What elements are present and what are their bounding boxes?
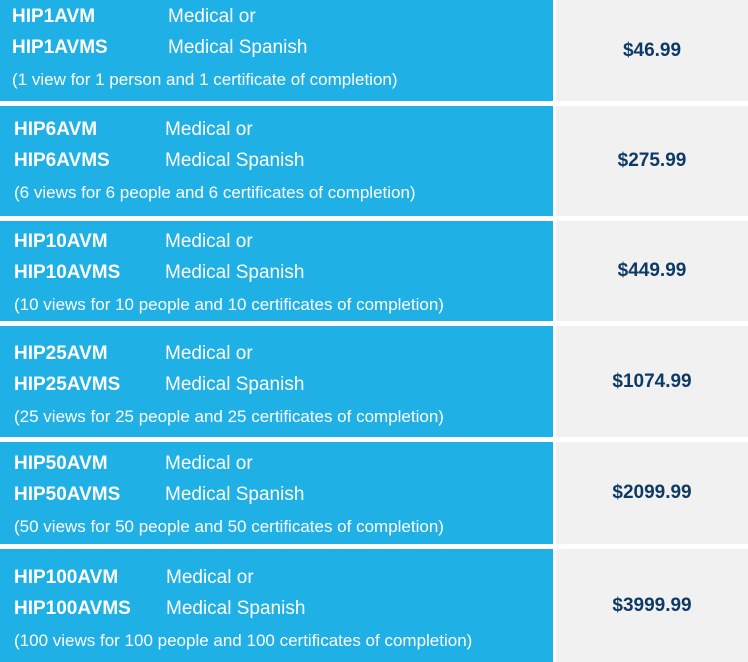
product-code: HIP100AVMS bbox=[14, 598, 131, 619]
product-desc: Medical or bbox=[165, 231, 253, 252]
product-desc: Medical Spanish bbox=[168, 37, 308, 58]
product-line-2: HIP6AVMS bbox=[14, 150, 110, 172]
product-code: HIP50AVMS bbox=[14, 484, 121, 505]
product-note: (1 view for 1 person and 1 certificate o… bbox=[12, 70, 398, 89]
product-code: HIP1AVMS bbox=[12, 37, 108, 58]
product-note: (6 views for 6 people and 6 certificates… bbox=[14, 183, 416, 202]
product-desc: Medical Spanish bbox=[165, 484, 305, 505]
product-line-2: HIP50AVMS bbox=[14, 484, 120, 506]
product-desc: Medical Spanish bbox=[165, 262, 305, 283]
price: $449.99 bbox=[617, 260, 687, 281]
product-code: HIP10AVM bbox=[14, 231, 108, 252]
product-code: HIP6AVMS bbox=[14, 150, 110, 171]
product-line-1: HIP1AVM bbox=[12, 6, 95, 28]
product-code: HIP25AVM bbox=[14, 343, 108, 364]
price: $2099.99 bbox=[612, 482, 692, 503]
product-line-1: HIP10AVM bbox=[14, 231, 108, 253]
product-line-2: HIP100AVMS bbox=[14, 598, 131, 620]
price-cell: $449.99 bbox=[556, 221, 748, 321]
product-desc: Medical or bbox=[165, 453, 253, 474]
pricing-row: HIP1AVM Medical or HIP1AVMS Medical Span… bbox=[0, 0, 748, 101]
product-cell: HIP10AVM Medical or HIP10AVMS Medical Sp… bbox=[0, 221, 553, 321]
product-desc: Medical or bbox=[165, 343, 253, 364]
product-line-2: HIP1AVMS bbox=[12, 37, 108, 59]
pricing-row: HIP25AVM Medical or HIP25AVMS Medical Sp… bbox=[0, 326, 748, 437]
product-desc: Medical or bbox=[166, 567, 254, 588]
pricing-row: HIP50AVM Medical or HIP50AVMS Medical Sp… bbox=[0, 442, 748, 544]
price-cell: $1074.99 bbox=[556, 326, 748, 437]
product-code: HIP1AVM bbox=[12, 6, 96, 27]
product-code: HIP10AVMS bbox=[14, 262, 121, 283]
product-code: HIP25AVMS bbox=[14, 374, 121, 395]
product-note: (10 views for 10 people and 10 certifica… bbox=[14, 295, 444, 314]
product-line-1: HIP50AVM bbox=[14, 453, 108, 475]
price-cell: $2099.99 bbox=[556, 442, 748, 544]
product-code: HIP6AVM bbox=[14, 119, 98, 140]
product-line-2: HIP25AVMS bbox=[14, 374, 120, 396]
product-cell: HIP25AVM Medical or HIP25AVMS Medical Sp… bbox=[0, 326, 553, 437]
pricing-row: HIP6AVM Medical or HIP6AVMS Medical Span… bbox=[0, 106, 748, 216]
price: $46.99 bbox=[622, 39, 682, 61]
product-desc: Medical Spanish bbox=[165, 150, 305, 171]
product-desc: Medical Spanish bbox=[166, 598, 306, 619]
product-cell: HIP50AVM Medical or HIP50AVMS Medical Sp… bbox=[0, 442, 553, 544]
product-note: (100 views for 100 people and 100 certif… bbox=[14, 631, 473, 650]
pricing-row: HIP10AVM Medical or HIP10AVMS Medical Sp… bbox=[0, 221, 748, 321]
product-line-1: HIP25AVM bbox=[14, 343, 108, 365]
price-cell: $275.99 bbox=[556, 106, 748, 216]
product-desc: Medical Spanish bbox=[165, 374, 305, 395]
price: $3999.99 bbox=[612, 594, 692, 616]
pricing-row: HIP100AVM Medical or HIP100AVMS Medical … bbox=[0, 549, 748, 662]
product-desc: Medical or bbox=[165, 119, 253, 140]
product-note: (25 views for 25 people and 25 certifica… bbox=[14, 407, 444, 426]
product-desc: Medical or bbox=[168, 6, 256, 27]
price: $1074.99 bbox=[612, 370, 692, 392]
product-note: (50 views for 50 people and 50 certifica… bbox=[14, 517, 444, 536]
product-line-1: HIP100AVM bbox=[14, 567, 118, 589]
product-cell: HIP1AVM Medical or HIP1AVMS Medical Span… bbox=[0, 0, 553, 101]
product-cell: HIP100AVM Medical or HIP100AVMS Medical … bbox=[0, 549, 553, 662]
price-cell: $46.99 bbox=[556, 0, 748, 101]
product-code: HIP50AVM bbox=[14, 453, 108, 474]
product-line-1: HIP6AVM bbox=[14, 119, 97, 141]
price: $275.99 bbox=[617, 150, 687, 171]
product-cell: HIP6AVM Medical or HIP6AVMS Medical Span… bbox=[0, 106, 553, 216]
product-code: HIP100AVM bbox=[14, 567, 119, 588]
product-line-2: HIP10AVMS bbox=[14, 262, 120, 284]
price-cell: $3999.99 bbox=[556, 549, 748, 662]
